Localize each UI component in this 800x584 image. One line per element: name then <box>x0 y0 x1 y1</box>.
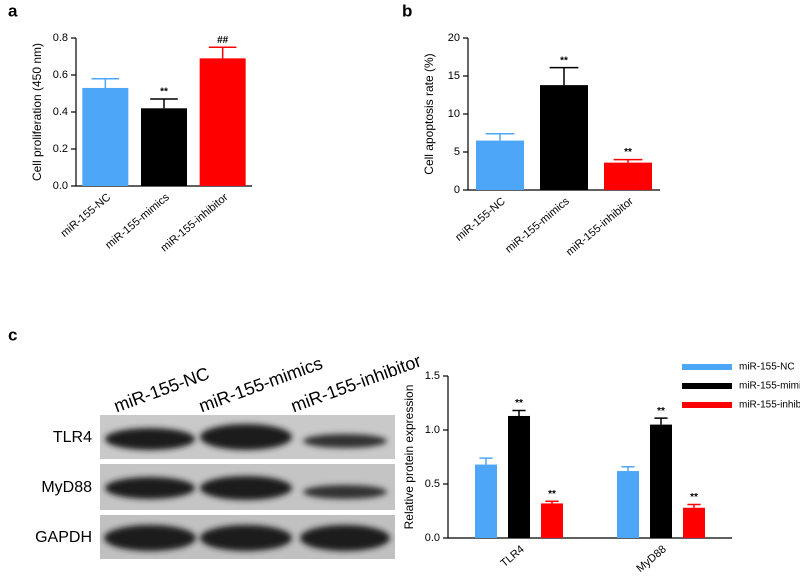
error-bar <box>613 158 643 163</box>
y-tick-label: 10 <box>448 108 460 120</box>
significance-label: ** <box>515 398 523 409</box>
error-bar <box>479 457 493 465</box>
y-tick-label: 1.5 <box>425 370 440 382</box>
legend-label: miR-155-inhibitor <box>739 400 800 411</box>
row-label: MyD88 <box>41 479 92 496</box>
y-tick-label: 0.5 <box>425 478 440 490</box>
legend-swatch <box>682 402 732 408</box>
y-tick-label: 20 <box>448 32 460 44</box>
y-tick-label: 5 <box>454 146 460 158</box>
error-bar <box>654 417 668 425</box>
error-bar <box>485 133 515 141</box>
bar <box>617 471 639 538</box>
error-bar <box>549 66 579 86</box>
lane-label: miR-155-NC <box>111 363 212 416</box>
y-tick-label: 1.0 <box>425 424 440 436</box>
bar <box>141 108 187 186</box>
x-tick-label: miR-155-NC <box>453 195 508 244</box>
error-bar <box>208 46 237 59</box>
bar <box>683 507 705 538</box>
bar <box>199 58 246 186</box>
bar <box>508 415 530 538</box>
y-axis-label: Relative protein expression <box>402 385 416 530</box>
y-axis-label: Cell proliferation (450 nm) <box>30 43 44 181</box>
error-bar <box>545 500 559 504</box>
significance-label: ** <box>560 55 568 66</box>
panel-label: a <box>8 1 18 20</box>
blot <box>100 415 395 559</box>
bar <box>475 464 497 538</box>
bar <box>650 424 672 538</box>
significance-label: ** <box>657 406 665 417</box>
legend-swatch <box>682 364 732 370</box>
error-bar <box>150 98 178 109</box>
significance-label: ** <box>548 489 556 500</box>
y-tick-label: 0.0 <box>53 180 68 192</box>
y-tick-label: 0 <box>454 184 460 196</box>
x-tick-label: MyD88 <box>634 543 668 575</box>
error-bar <box>512 409 526 416</box>
y-tick-label: 15 <box>448 70 460 82</box>
y-tick-label: 0.6 <box>53 69 68 81</box>
significance-label: ** <box>690 492 698 503</box>
y-tick-label: 0.2 <box>53 143 68 155</box>
panel-label: c <box>8 325 17 344</box>
x-tick-label: miR-155-mimics <box>503 195 572 256</box>
bar <box>540 85 588 190</box>
error-bar <box>91 77 120 88</box>
x-tick-label: miR-155-NC <box>59 191 114 240</box>
significance-label: ## <box>217 35 229 46</box>
bar <box>82 87 129 186</box>
bar <box>604 162 652 190</box>
error-bar <box>687 503 701 508</box>
error-bar <box>621 465 635 472</box>
bar <box>541 503 563 538</box>
y-tick-label: 0.8 <box>53 32 68 44</box>
x-tick-label: miR-155-inhibitor <box>564 195 636 258</box>
y-axis-label: Cell apoptosis rate (%) <box>422 53 436 174</box>
legend-swatch <box>682 383 732 389</box>
row-label: GAPDH <box>35 529 92 546</box>
legend-label: miR-155-mimics <box>739 381 800 392</box>
significance-label: ** <box>160 87 168 98</box>
panel-label: b <box>402 1 412 20</box>
significance-label: ** <box>624 147 632 158</box>
legend-label: miR-155-NC <box>739 362 795 373</box>
y-tick-label: 0.4 <box>53 106 68 118</box>
y-tick-label: 0.0 <box>425 532 440 544</box>
x-tick-label: TLR4 <box>498 543 526 569</box>
bar <box>476 140 524 190</box>
row-label: TLR4 <box>53 429 92 446</box>
